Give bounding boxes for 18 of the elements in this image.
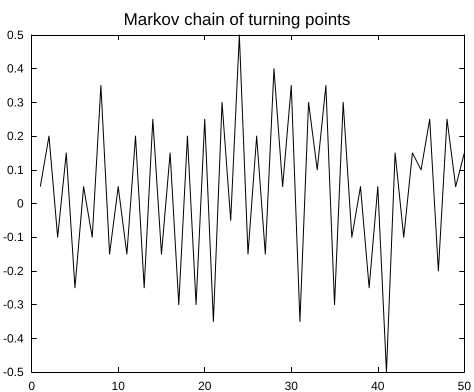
y-tick-label: -0.1 — [2, 230, 24, 244]
y-tick-label: -0.2 — [2, 264, 24, 278]
y-tick-label: 0.1 — [6, 162, 24, 177]
x-tick-label: 50 — [458, 379, 472, 392]
y-tick-label: 0.3 — [6, 95, 24, 110]
y-tick-label: -0.5 — [2, 365, 24, 379]
y-tick-label: 0 — [16, 196, 24, 210]
x-tick-label: 40 — [371, 379, 385, 392]
chart-title: Markov chain of turning points — [124, 10, 350, 29]
x-tick-label: 30 — [284, 379, 298, 392]
y-tick-label: -0.3 — [2, 298, 24, 312]
y-tick-label: 0.5 — [6, 28, 24, 42]
x-tick-label: 0 — [28, 379, 36, 392]
y-tick-label: 0.2 — [6, 129, 24, 144]
y-tick-label: -0.4 — [2, 331, 24, 346]
x-tick-label: 10 — [112, 379, 126, 392]
y-tick-label: 0.4 — [6, 62, 24, 76]
x-tick-label: 20 — [198, 379, 212, 392]
